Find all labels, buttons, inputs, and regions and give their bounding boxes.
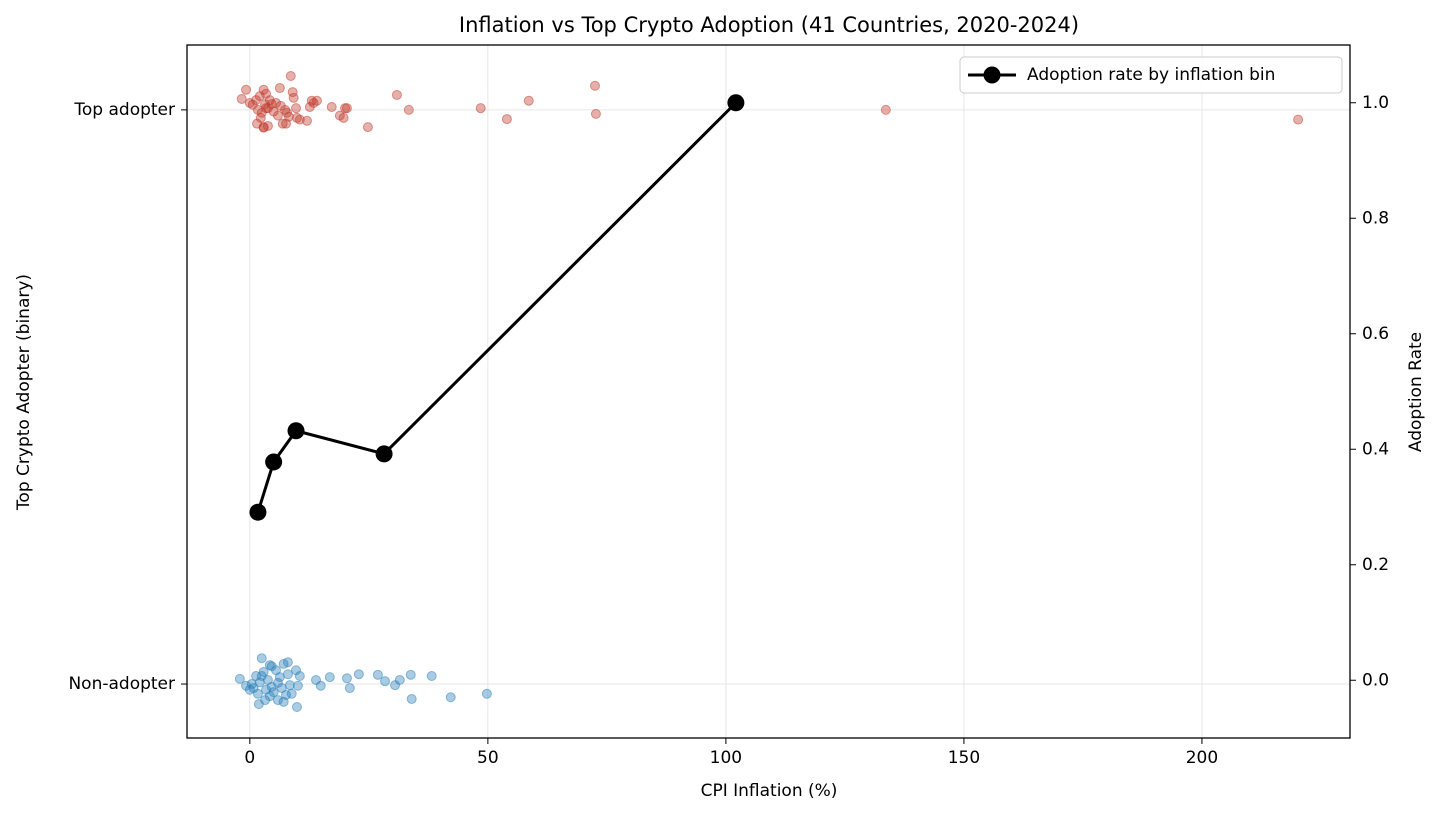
y2-tick-label: 0.0 [1362,670,1389,690]
y-tick-label: Top adopter [73,100,175,120]
grid [187,45,1350,738]
scatter-point [880,104,891,115]
scatter-point [281,118,292,129]
scatter-point [277,118,288,129]
scatter-point [445,692,456,703]
scatter-point [271,97,282,108]
x-tick-label: 200 [1186,748,1218,768]
scatter-point [501,114,512,125]
scatter-point [255,112,266,123]
scatter-point [380,676,391,687]
y2-tick-label: 0.2 [1362,555,1389,575]
scatter-point [262,120,273,131]
scatter-point [272,110,283,121]
scatter-point [266,661,277,672]
scatter-point [291,103,302,114]
scatter-point [252,688,263,699]
scatter-point [338,112,349,123]
scatter-point [278,696,289,707]
legend-marker [983,66,1001,84]
line-marker [375,445,393,463]
y-axis-label: Top Crypto Adopter (binary) [14,274,34,511]
legend-box [959,56,1343,94]
x-axis-label: CPI Inflation (%) [701,781,838,801]
line-marker [287,422,305,440]
scatter-point [282,657,293,668]
scatter-point [294,670,305,681]
scatter-point [256,653,267,664]
scatter-point [589,80,600,91]
x-tick-label: 0 [244,748,255,768]
scatter-point [391,89,402,100]
scatter-point [344,683,355,694]
scatter-point [236,93,247,104]
scatter-point [286,688,297,699]
line-marker [265,453,283,471]
y2-axis-label: Adoption Rate [1406,332,1426,452]
line-marker [249,503,267,521]
scatter-point [315,680,326,691]
scatter-point [362,122,373,133]
scatter-point [341,673,352,684]
scatter-point [264,691,275,702]
scatter-point [590,108,601,119]
scatter-point [394,675,405,686]
scatter-point [272,695,283,706]
y2-tick-label: 0.8 [1362,208,1389,228]
scatter-point [272,677,283,688]
scatter-point [291,701,302,712]
scatter-point [353,669,364,680]
y2-tick-label: 0.6 [1362,324,1389,344]
scatter-point [301,115,312,126]
scatter-point [372,669,383,680]
scatter-point [403,104,414,115]
line [256,101,737,513]
plot-frame [186,44,1351,739]
y2-tick-label: 1.0 [1362,93,1389,113]
scatter-point [523,95,534,106]
scatter-point [241,84,252,95]
line-marker [727,94,745,112]
x-tick-label: 150 [948,748,980,768]
legend-label: Adoption rate by inflation bin [1027,65,1275,85]
scatter-point [481,688,492,699]
scatter-point [291,665,302,676]
scatter-point [244,97,255,108]
scatter-point [311,95,322,106]
scatter-point [405,669,416,680]
scatter-point [294,114,305,125]
scatter-point [326,102,337,113]
scatter-point [285,71,296,82]
scatter-point [274,83,285,94]
y-tick-label: Non-adopter [68,674,175,694]
scatter-point [475,103,486,114]
scatter-point [256,670,267,681]
scatter-point [282,669,293,680]
scatter-point [234,673,245,684]
scatter-point [288,92,299,103]
scatter-point [291,112,302,123]
chart-title: Inflation vs Top Crypto Adoption (41 Cou… [459,13,1079,37]
x-tick-label: 50 [477,748,499,768]
scatter-point [426,670,437,681]
scatter-point [341,103,352,114]
scatter-point [324,672,335,683]
x-tick-label: 100 [710,748,742,768]
scatter-point [292,680,303,691]
scatter-point [1293,114,1304,125]
scatter-point [406,693,417,704]
y2-tick-label: 0.4 [1362,439,1389,459]
